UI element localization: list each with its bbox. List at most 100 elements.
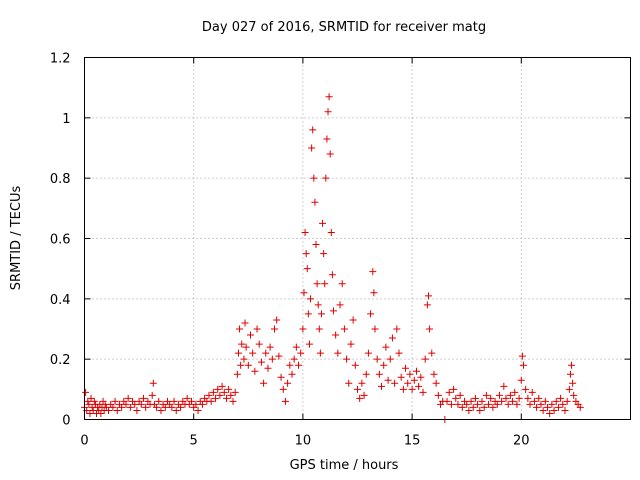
data-point xyxy=(297,349,305,357)
data-point xyxy=(384,376,392,384)
data-point xyxy=(419,388,427,396)
data-point xyxy=(319,219,327,227)
data-point xyxy=(533,403,541,411)
data-point xyxy=(264,364,272,372)
data-point xyxy=(349,316,357,324)
data-point xyxy=(303,265,311,273)
data-point xyxy=(222,394,230,402)
data-point xyxy=(313,280,321,288)
data-point xyxy=(362,370,370,378)
data-point xyxy=(406,370,414,378)
data-point xyxy=(281,397,289,405)
data-point xyxy=(478,397,486,405)
data-point xyxy=(212,394,220,402)
data-point xyxy=(82,388,90,396)
data-point xyxy=(539,406,547,414)
data-point xyxy=(244,361,252,369)
data-point xyxy=(402,364,410,372)
x-axis-label: GPS time / hours xyxy=(290,458,399,473)
data-point xyxy=(404,379,412,387)
data-point xyxy=(489,403,497,411)
data-point xyxy=(373,355,381,363)
data-point xyxy=(118,403,126,411)
data-point xyxy=(504,400,512,408)
data-point xyxy=(467,397,475,405)
data-point xyxy=(207,397,215,405)
data-point xyxy=(524,394,532,402)
data-point xyxy=(445,388,453,396)
data-point xyxy=(209,388,217,396)
data-point xyxy=(417,373,425,381)
data-point xyxy=(356,394,364,402)
data-point xyxy=(518,352,526,360)
data-point xyxy=(347,340,355,348)
data-point xyxy=(358,379,366,387)
x-tick-label: 5 xyxy=(190,434,198,449)
data-point xyxy=(354,385,361,393)
data-point xyxy=(395,349,403,357)
data-point xyxy=(295,361,303,369)
data-point xyxy=(86,409,94,417)
data-point xyxy=(332,331,340,339)
data-point xyxy=(576,403,584,411)
data-point xyxy=(474,400,482,408)
data-point xyxy=(452,394,460,402)
data-point xyxy=(241,319,249,327)
data-point xyxy=(231,388,239,396)
data-point xyxy=(326,150,334,158)
data-point xyxy=(153,403,161,411)
data-point xyxy=(237,361,245,369)
data-point xyxy=(559,400,567,408)
data-point xyxy=(563,397,571,405)
data-point xyxy=(334,349,342,357)
data-point xyxy=(408,385,416,393)
y-tick-label: 0.4 xyxy=(50,293,71,308)
data-point xyxy=(561,406,569,414)
data-point xyxy=(421,355,429,363)
data-point xyxy=(218,382,226,390)
data-point xyxy=(194,406,202,414)
data-point xyxy=(519,361,527,369)
x-tick-label: 10 xyxy=(295,434,312,449)
data-point xyxy=(526,400,534,408)
data-point xyxy=(338,280,346,288)
y-tick-label: 0.2 xyxy=(50,353,71,368)
data-point xyxy=(426,325,434,333)
data-point xyxy=(509,397,517,405)
data-point xyxy=(430,370,438,378)
data-point xyxy=(471,394,479,402)
data-point xyxy=(122,400,130,408)
data-point xyxy=(412,367,420,375)
data-point xyxy=(236,325,244,333)
plot-frame xyxy=(84,57,631,420)
x-tick-label: 20 xyxy=(513,434,530,449)
data-point xyxy=(391,379,399,387)
data-point xyxy=(476,406,484,414)
data-point xyxy=(148,391,156,399)
data-point xyxy=(268,355,276,363)
data-point xyxy=(546,409,554,417)
data-point xyxy=(515,394,523,402)
grid xyxy=(84,57,631,420)
data-point xyxy=(320,250,328,258)
data-point xyxy=(502,394,510,402)
data-point xyxy=(157,406,165,414)
data-point xyxy=(284,379,292,387)
data-point xyxy=(105,406,113,414)
data-point xyxy=(257,358,265,366)
data-point xyxy=(253,325,261,333)
data-point xyxy=(382,343,390,351)
data-point xyxy=(300,289,308,297)
data-point xyxy=(537,400,545,408)
data-point xyxy=(275,352,283,360)
data-point xyxy=(233,370,241,378)
data-point xyxy=(111,397,119,405)
data-point xyxy=(225,385,233,393)
data-point xyxy=(188,397,196,405)
data-point xyxy=(351,361,359,369)
data-point xyxy=(424,292,432,300)
y-axis-label: SRMTID / TECUs xyxy=(9,186,24,291)
data-point xyxy=(168,403,176,411)
data-point xyxy=(324,108,332,116)
